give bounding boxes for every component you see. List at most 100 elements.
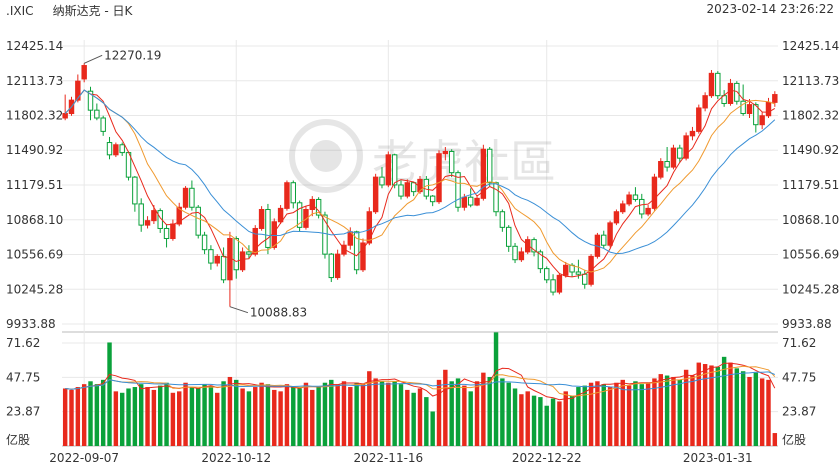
volume-tick-left: 23.87 xyxy=(6,405,40,419)
volume-bar xyxy=(614,382,619,446)
candle-body xyxy=(442,150,449,155)
candle-body xyxy=(448,150,455,174)
volume-bar xyxy=(519,394,524,446)
candle-body xyxy=(296,202,303,228)
volume-bar xyxy=(664,375,670,446)
volume-bar xyxy=(94,384,100,446)
volume-bar xyxy=(588,382,594,446)
volume-bar xyxy=(759,378,765,446)
candle-body xyxy=(119,144,125,154)
volume-bar xyxy=(690,375,695,446)
candle-body xyxy=(87,90,94,111)
candle-body xyxy=(410,182,417,193)
date-tick-label: 2022-10-12 xyxy=(201,451,271,465)
candle-body xyxy=(246,251,252,255)
candle-body xyxy=(170,223,176,240)
candle-body xyxy=(144,220,151,226)
candle-body xyxy=(366,211,373,244)
candle-body xyxy=(360,242,366,271)
candle-body xyxy=(303,208,309,228)
candle-body xyxy=(677,147,683,159)
date-tick-label: 2022-09-07 xyxy=(49,451,119,465)
price-tick-left: 12113.73 xyxy=(6,74,63,88)
candle-body xyxy=(658,161,664,178)
candle-body xyxy=(683,135,689,159)
volume-bar xyxy=(753,372,759,446)
volume-bar xyxy=(683,369,689,446)
volume-bar xyxy=(411,392,416,446)
volume-bar xyxy=(278,391,283,446)
candle-body xyxy=(499,211,506,228)
candle-body xyxy=(702,95,708,109)
volume-bar xyxy=(329,379,334,446)
volume-tick-right: 47.75 xyxy=(782,370,816,384)
price-tick-right: 9933.88 xyxy=(782,317,832,331)
price-tick-left: 10868.10 xyxy=(6,213,63,227)
chart-header-left: .IXIC 纳斯达克 - 日K xyxy=(6,2,132,19)
candle-body xyxy=(759,115,765,126)
price-tick-left: 9933.88 xyxy=(6,317,56,331)
candle-body xyxy=(651,176,658,209)
volume-bar xyxy=(81,384,87,446)
candle-body xyxy=(467,196,474,206)
volume-bar xyxy=(709,365,714,446)
candle-body xyxy=(385,154,392,186)
price-tick-left: 10245.28 xyxy=(6,282,63,296)
ma20-line xyxy=(64,89,776,255)
volume-tick-right: 71.62 xyxy=(782,336,816,350)
volume-bar xyxy=(652,378,657,446)
volume-bar xyxy=(563,391,568,446)
candle-body xyxy=(176,206,182,225)
price-tick-left: 11179.51 xyxy=(6,178,63,192)
candle-body xyxy=(379,176,385,186)
candle-body xyxy=(163,227,170,240)
volume-bar xyxy=(113,391,119,446)
candle-body xyxy=(486,148,493,184)
price-tick-left: 10556.69 xyxy=(6,248,63,262)
ma10-line xyxy=(64,89,775,273)
candle-body xyxy=(740,100,746,115)
volume-bar xyxy=(677,379,683,446)
candle-body xyxy=(689,130,696,137)
volume-bar xyxy=(772,433,778,446)
candle-body xyxy=(334,253,341,279)
volume-bar xyxy=(208,385,214,446)
volume-bar xyxy=(696,362,702,446)
volume-tick-right: 23.87 xyxy=(782,405,816,419)
volume-unit-left: 亿股 xyxy=(6,432,30,447)
volume-bar xyxy=(221,381,226,446)
volume-bar xyxy=(75,387,81,446)
candle-body xyxy=(214,255,220,264)
watermark: 老虎社區 xyxy=(289,119,556,193)
candle-body xyxy=(220,255,227,281)
candle-body xyxy=(151,210,157,222)
volume-bar xyxy=(538,397,543,446)
volume-bar xyxy=(253,387,258,446)
volume-bar xyxy=(354,382,359,446)
candle-body xyxy=(252,227,258,255)
volume-bar xyxy=(443,369,448,446)
date-tick-label: 2022-12-22 xyxy=(512,451,582,465)
candle-body xyxy=(601,234,607,246)
candle-body xyxy=(639,198,645,215)
price-tick-right: 10868.10 xyxy=(782,213,839,227)
date-tick-label: 2022-11-16 xyxy=(353,451,423,465)
volume-bar xyxy=(215,392,220,446)
volume-bar xyxy=(481,372,486,446)
volume-bar xyxy=(550,398,556,446)
volume-bar xyxy=(633,381,638,446)
candle-body xyxy=(493,182,499,213)
index-name-label: 纳斯达克 - 日K xyxy=(52,4,133,18)
candle-body xyxy=(404,182,411,197)
volume-bar xyxy=(512,388,518,446)
volume-bar xyxy=(386,382,391,446)
volume-bar xyxy=(569,395,575,446)
candle-body xyxy=(195,206,201,236)
price-tick-right: 11490.92 xyxy=(782,143,839,157)
volume-bar xyxy=(373,378,378,446)
volume-unit-right: 亿股 xyxy=(782,432,806,447)
candle-body xyxy=(753,104,759,126)
volume-bar xyxy=(525,391,530,446)
volume-bar xyxy=(728,362,733,446)
